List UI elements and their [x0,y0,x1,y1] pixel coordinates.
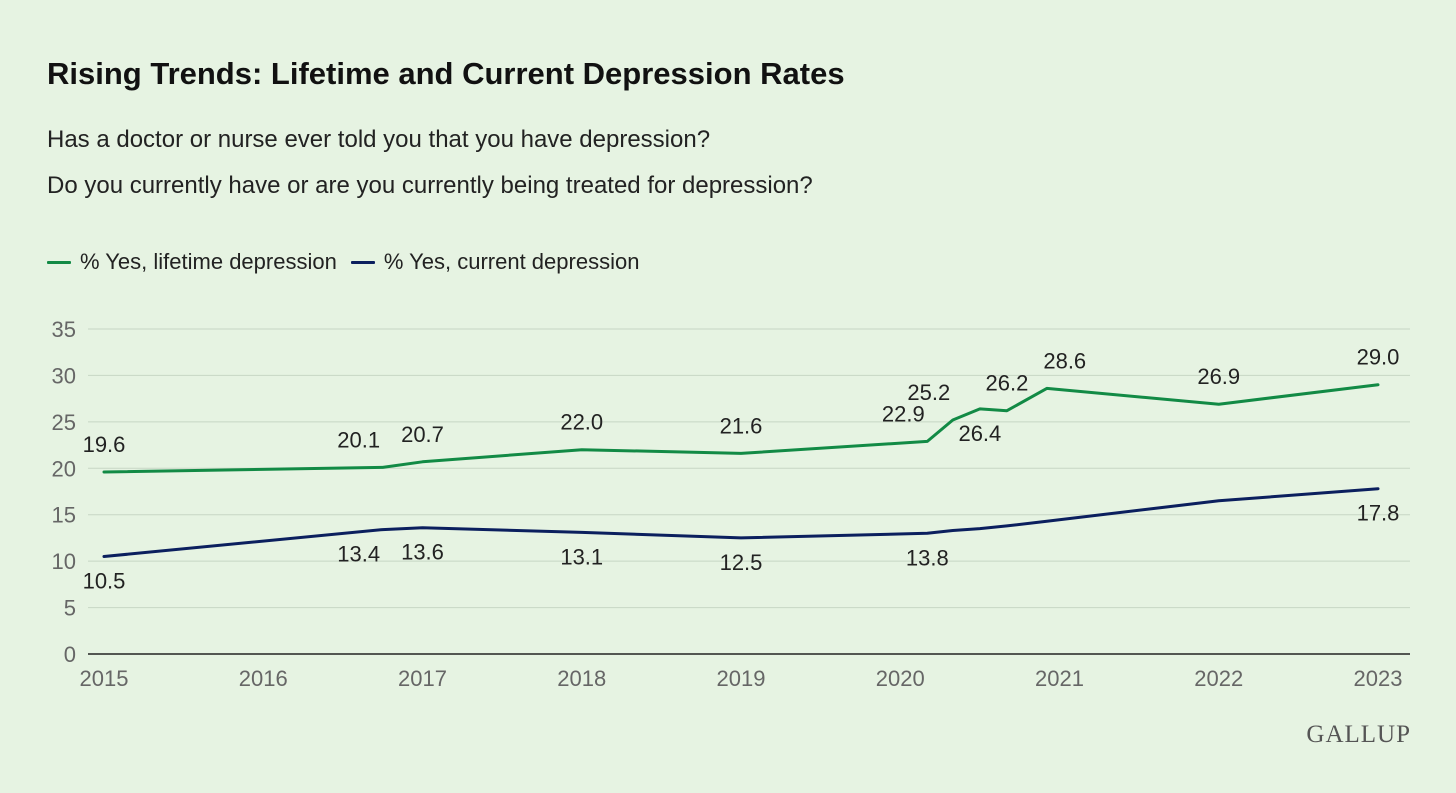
chart-subtitle-question-1: Has a doctor or nurse ever told you that… [47,126,711,153]
data-label: 19.6 [83,432,126,457]
x-tick-label: 2018 [557,666,606,691]
y-tick-label: 0 [64,642,76,667]
y-tick-label: 10 [52,549,76,574]
data-label: 20.7 [401,422,444,447]
legend-item-current: % Yes, current depression [350,249,640,275]
data-label: 13.1 [560,544,603,569]
chart-subtitle-question-2: Do you currently have or are you current… [47,172,813,199]
y-tick-label: 25 [52,410,76,435]
data-label: 26.9 [1197,364,1240,389]
y-tick-label: 15 [52,503,76,528]
legend-swatch-lifetime [47,260,71,264]
x-tick-label: 2017 [398,666,447,691]
data-label: 13.8 [906,545,949,570]
x-tick-label: 2019 [717,666,766,691]
data-label: 29.0 [1357,345,1400,370]
data-label: 13.6 [401,540,444,565]
series-line-current [102,487,1380,558]
chart-title: Rising Trends: Lifetime and Current Depr… [47,56,845,91]
data-label: 28.6 [1043,348,1086,373]
data-label: 25.2 [907,380,950,405]
data-label: 22.9 [882,401,925,426]
x-tick-label: 2022 [1194,666,1243,691]
x-tick-label: 2023 [1354,666,1403,691]
data-label: 26.2 [986,371,1029,396]
x-tick-label: 2016 [239,666,288,691]
y-tick-label: 5 [64,596,76,621]
data-label: 10.5 [83,569,126,594]
legend-swatch-current [350,260,375,264]
data-label: 12.5 [720,550,763,575]
x-tick-label: 2020 [876,666,925,691]
data-label: 22.0 [560,410,603,435]
data-label: 13.4 [337,542,380,567]
y-tick-label: 30 [52,363,76,388]
legend-label-lifetime: % Yes, lifetime depression [80,249,337,274]
x-tick-label: 2021 [1035,666,1084,691]
data-label: 17.8 [1357,501,1400,526]
y-tick-label: 20 [52,456,76,481]
x-tick-label: 2015 [80,666,129,691]
legend-item-lifetime: % Yes, lifetime depression [47,249,337,275]
y-tick-label: 35 [52,317,76,342]
gallup-logo: GALLUP [1306,721,1411,748]
chart-legend: % Yes, lifetime depression % Yes, curren… [47,249,653,275]
data-label: 21.6 [720,413,763,438]
series-line-lifetime [102,383,1380,474]
data-label: 20.1 [337,427,380,452]
legend-label-current: % Yes, current depression [383,249,640,274]
data-label: 26.4 [958,421,1001,446]
